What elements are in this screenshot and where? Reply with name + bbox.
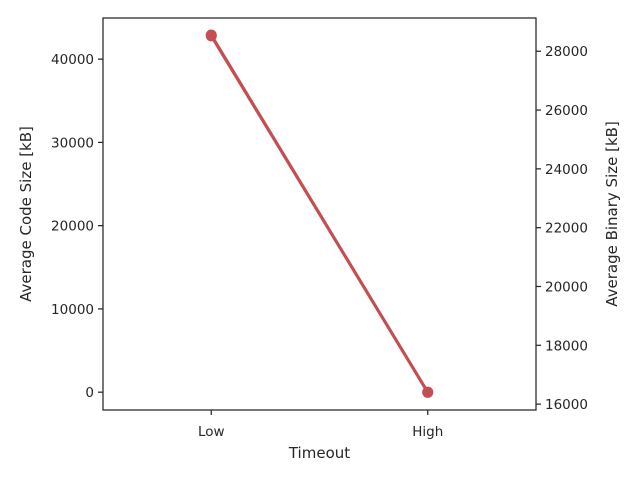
- right-tick-label: 20000: [545, 279, 588, 295]
- plot-frame: [102, 17, 537, 411]
- right-tick-label: 22000: [545, 221, 588, 237]
- x-axis: Low High: [198, 410, 443, 440]
- x-axis-label: Timeout: [288, 444, 350, 462]
- left-tick-label: 30000: [51, 135, 94, 151]
- right-axis-label: Average Binary Size [kB]: [603, 121, 621, 307]
- right-series-line: [209, 33, 430, 394]
- right-tick-label: 28000: [545, 44, 588, 60]
- right-series-point: [205, 29, 217, 41]
- x-tick-label: Low: [198, 424, 225, 440]
- left-tick-label: 40000: [51, 52, 94, 68]
- right-series-point: [422, 386, 434, 398]
- right-axis: 16000 18000 20000 22000 24000 26000 28000: [536, 44, 588, 413]
- x-tick-label: High: [412, 424, 443, 440]
- right-tick-label: 26000: [545, 103, 588, 119]
- left-tick-label: 10000: [51, 302, 94, 318]
- left-tick-label: 20000: [51, 219, 94, 235]
- series-layer: [205, 29, 434, 398]
- right-tick-label: 24000: [545, 162, 588, 178]
- right-tick-label: 18000: [545, 338, 588, 354]
- left-axis-label: Average Code Size [kB]: [17, 126, 35, 302]
- left-axis: 0 10000 20000 30000 40000: [51, 52, 103, 401]
- right-tick-label: 16000: [545, 397, 588, 413]
- left-tick-label: 0: [85, 385, 94, 401]
